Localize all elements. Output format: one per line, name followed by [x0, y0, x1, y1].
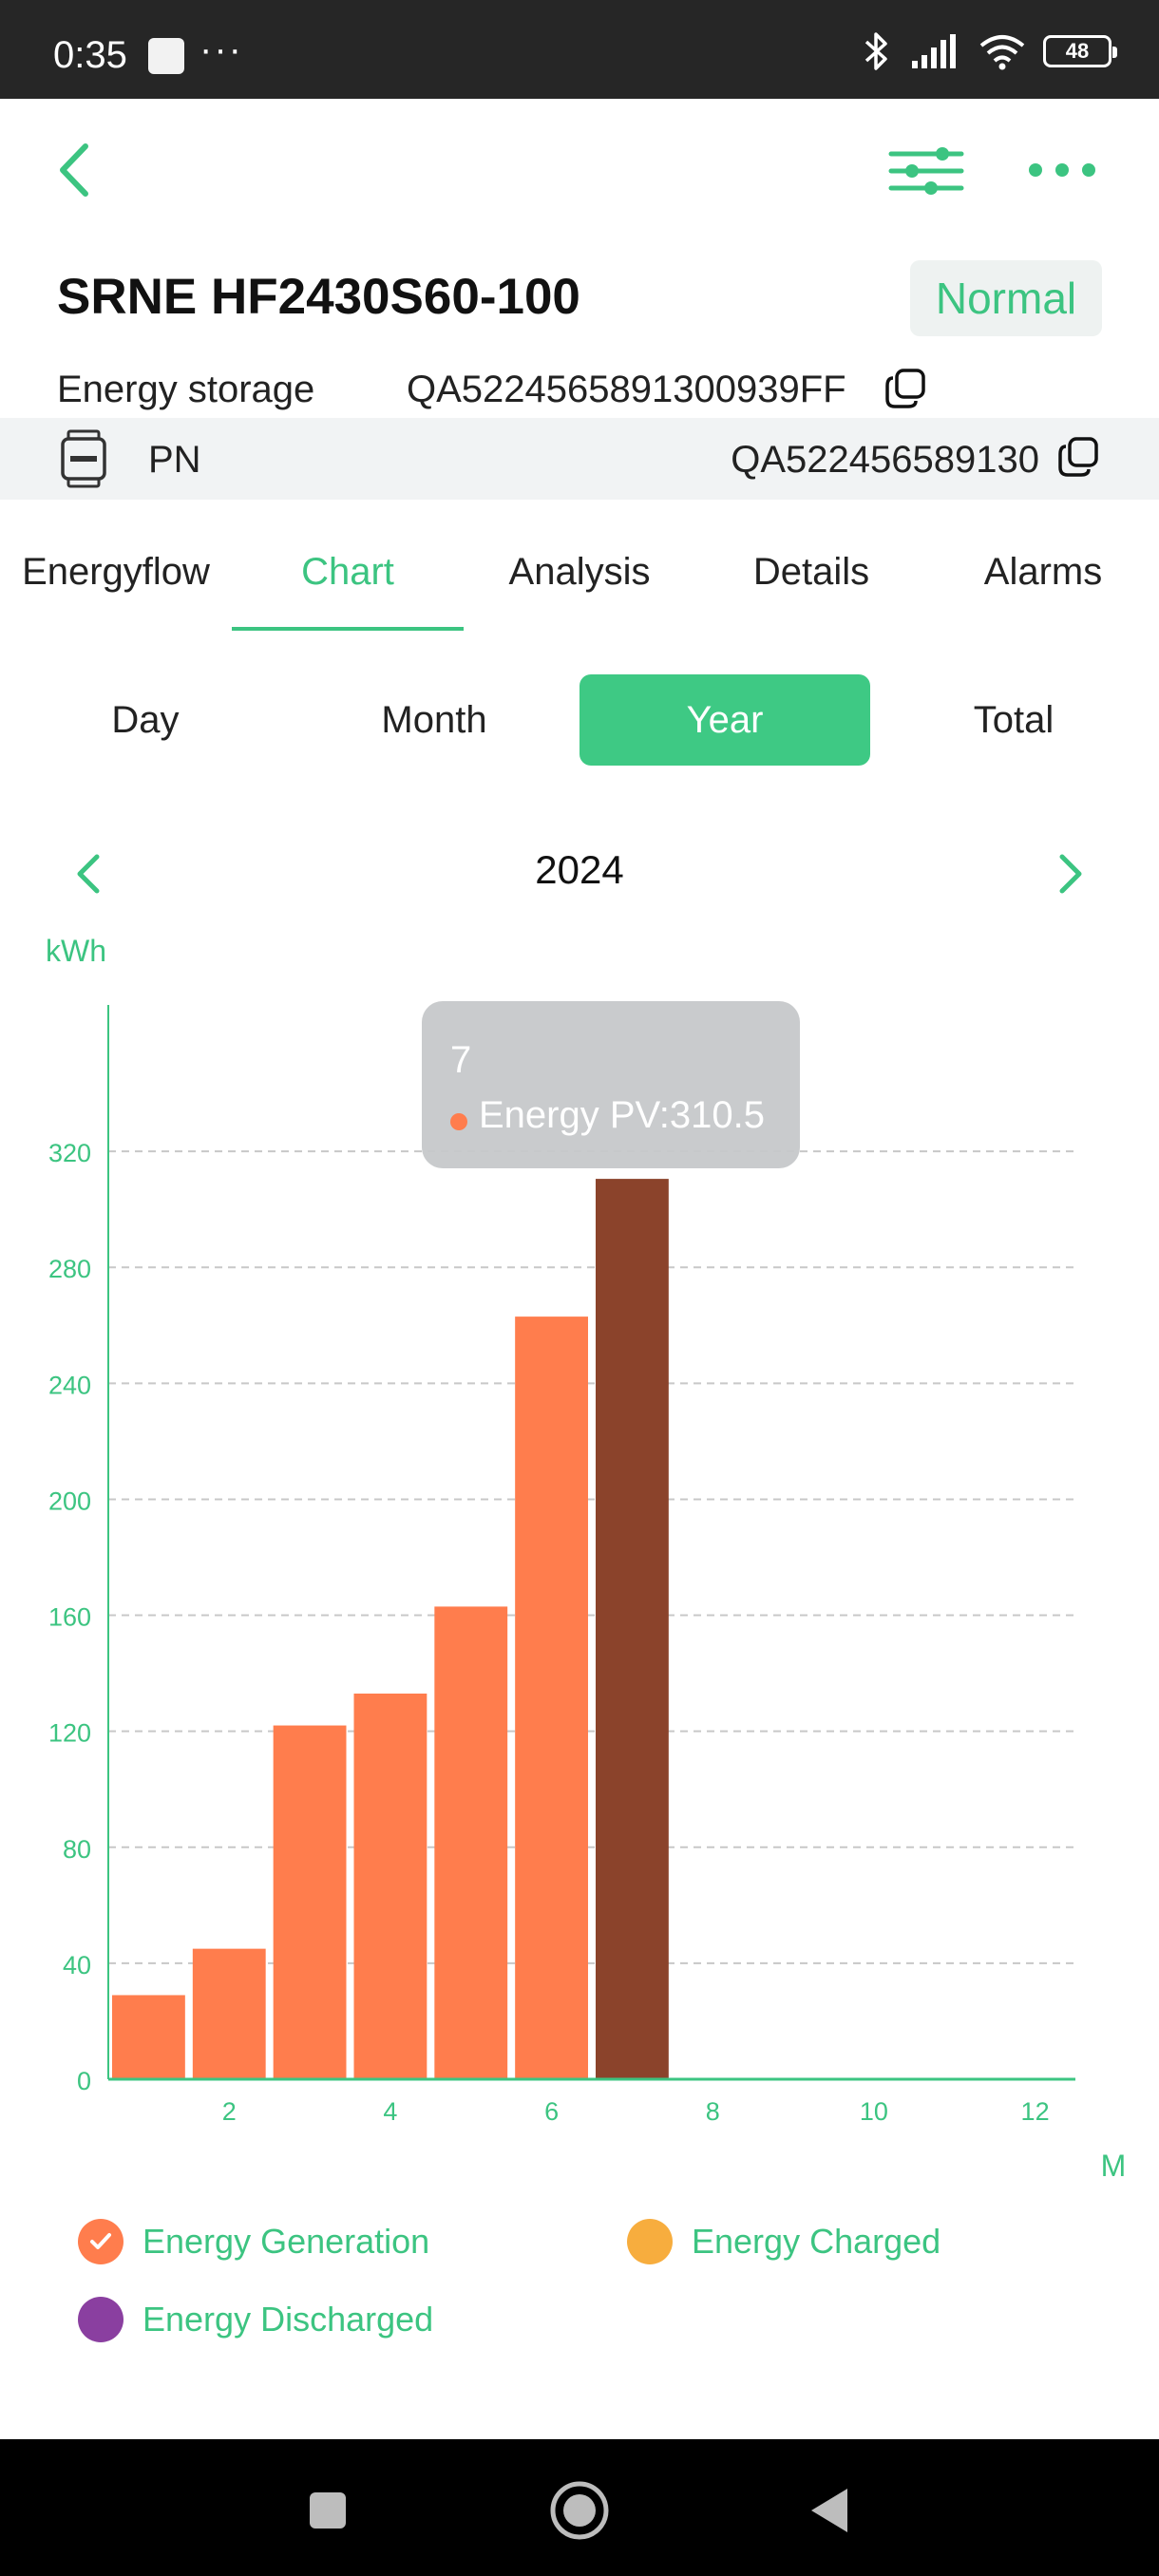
- x-tick-label: 4: [383, 2097, 397, 2126]
- pn-label: PN: [148, 439, 201, 481]
- legend-label: Energy Discharged: [142, 2300, 434, 2339]
- y-tick-label: 320: [48, 1139, 91, 1167]
- system-navigation-bar: [0, 2439, 1159, 2576]
- copy-pn-button[interactable]: [1056, 435, 1100, 479]
- legend-energy-charged[interactable]: Energy Charged: [627, 2213, 940, 2270]
- more-horizontal-icon: [1029, 163, 1095, 177]
- wifi-icon: [979, 35, 1025, 70]
- legend-dot-icon: [627, 2219, 673, 2264]
- bar-month-6: [515, 1316, 588, 2079]
- copy-icon: [1058, 437, 1098, 477]
- legend-energy-generation[interactable]: Energy Generation: [78, 2213, 429, 2270]
- x-tick-label: 8: [706, 2097, 720, 2126]
- settings-sliders-button[interactable]: [884, 142, 969, 199]
- serial-number: QA5224565891300939FF: [407, 369, 846, 410]
- chevron-left-icon: [60, 143, 88, 197]
- legend-label: Energy Charged: [692, 2222, 941, 2261]
- year-label: 2024: [535, 847, 624, 892]
- x-tick-label: 2: [222, 2097, 237, 2126]
- tab-analysis[interactable]: Analysis: [508, 550, 651, 593]
- sliders-icon: [888, 151, 964, 191]
- tooltip-month: 7: [450, 1039, 472, 1081]
- notification-icon: [148, 38, 184, 74]
- checkmark-icon: [78, 2219, 124, 2264]
- status-bar: 0:35 ··· 48: [0, 0, 1159, 99]
- chevron-left-icon: [77, 854, 100, 894]
- y-tick-label: 280: [48, 1255, 91, 1283]
- segment-total[interactable]: Total: [973, 698, 1054, 741]
- y-tick-label: 80: [63, 1835, 91, 1864]
- y-tick-label: 200: [48, 1487, 91, 1515]
- segment-month[interactable]: Month: [381, 698, 487, 741]
- tooltip-series-dot: [450, 1113, 467, 1130]
- signal-icon: [912, 34, 956, 68]
- segment-day[interactable]: Day: [111, 698, 180, 741]
- bar-month-2: [192, 1948, 266, 2079]
- device-type-label: Energy storage: [57, 369, 315, 410]
- tab-alarms[interactable]: Alarms: [983, 550, 1103, 593]
- tooltip-value: Energy PV:310.5: [479, 1094, 765, 1136]
- legend-label: Energy Generation: [142, 2222, 430, 2261]
- tab-chart[interactable]: Chart: [232, 513, 464, 631]
- recent-apps-button[interactable]: [294, 2477, 361, 2544]
- home-circle-icon: [550, 2481, 609, 2540]
- battery-icon: 48: [1043, 35, 1117, 67]
- y-tick-label: 120: [48, 1719, 91, 1748]
- x-tick-label: 12: [1021, 2097, 1050, 2126]
- copy-serial-button[interactable]: [884, 367, 927, 410]
- bar-month-7: [596, 1179, 669, 2079]
- tab-details[interactable]: Details: [752, 550, 870, 593]
- more-notifications-icon: ···: [200, 28, 243, 70]
- datalogger-icon: [61, 429, 106, 488]
- back-nav-button[interactable]: [798, 2477, 864, 2544]
- x-tick-label: 6: [544, 2097, 559, 2126]
- y-tick-label: 240: [48, 1371, 91, 1399]
- period-selector: Day Month Year Total: [0, 672, 1159, 767]
- chart-tooltip: 7 Energy PV:310.5: [422, 1001, 800, 1168]
- legend-energy-discharged[interactable]: Energy Discharged: [78, 2291, 433, 2348]
- back-button[interactable]: [48, 137, 104, 203]
- x-tick-label: 10: [860, 2097, 888, 2126]
- y-tick-label: 0: [77, 2067, 91, 2095]
- bar-month-1: [112, 1995, 185, 2079]
- status-time: 0:35: [53, 34, 127, 76]
- bar-chart[interactable]: kWh 0 40 80 120 160 200 240 280 320 2 4 6 8 10 12 M: [0, 921, 1159, 2194]
- year-navigation: 2024: [0, 826, 1159, 918]
- energy-chart: kWh 0 40 80 120 160 200 240 280 320 2 4 6 8 10 12 M 7 En…: [0, 921, 1159, 2194]
- x-axis-unit: M: [1101, 2149, 1127, 2183]
- more-button[interactable]: [1022, 146, 1102, 194]
- triangle-back-icon: [811, 2489, 847, 2532]
- status-badge: Normal: [910, 260, 1102, 336]
- y-axis-unit: kWh: [46, 934, 106, 968]
- y-tick-label: 40: [63, 1951, 91, 1979]
- app-header: [0, 99, 1159, 232]
- next-year-button[interactable]: [1045, 845, 1094, 902]
- main-tabs: Energyflow Chart Analysis Details Alarms: [0, 513, 1159, 631]
- bar-month-5: [434, 1606, 508, 2079]
- home-button[interactable]: [546, 2477, 613, 2544]
- bar-month-3: [273, 1725, 347, 2079]
- tab-energyflow[interactable]: Energyflow: [22, 550, 210, 593]
- bluetooth-icon: [864, 32, 887, 70]
- status-icons: 48: [861, 30, 1117, 72]
- copy-icon: [885, 369, 925, 408]
- legend-dot-icon: [78, 2297, 124, 2342]
- pn-row: PN QA522456589130: [0, 418, 1159, 500]
- segment-year[interactable]: Year: [580, 674, 870, 766]
- square-icon: [310, 2492, 346, 2529]
- device-title: SRNE HF2430S60-100: [57, 269, 580, 325]
- previous-year-button[interactable]: [65, 845, 114, 902]
- y-tick-label: 160: [48, 1603, 91, 1632]
- chevron-right-icon: [1059, 854, 1082, 894]
- pn-value: QA522456589130: [731, 439, 1039, 481]
- bar-month-4: [353, 1693, 428, 2079]
- chart-legend: Energy Generation Energy Charged Energy …: [0, 2213, 1159, 2375]
